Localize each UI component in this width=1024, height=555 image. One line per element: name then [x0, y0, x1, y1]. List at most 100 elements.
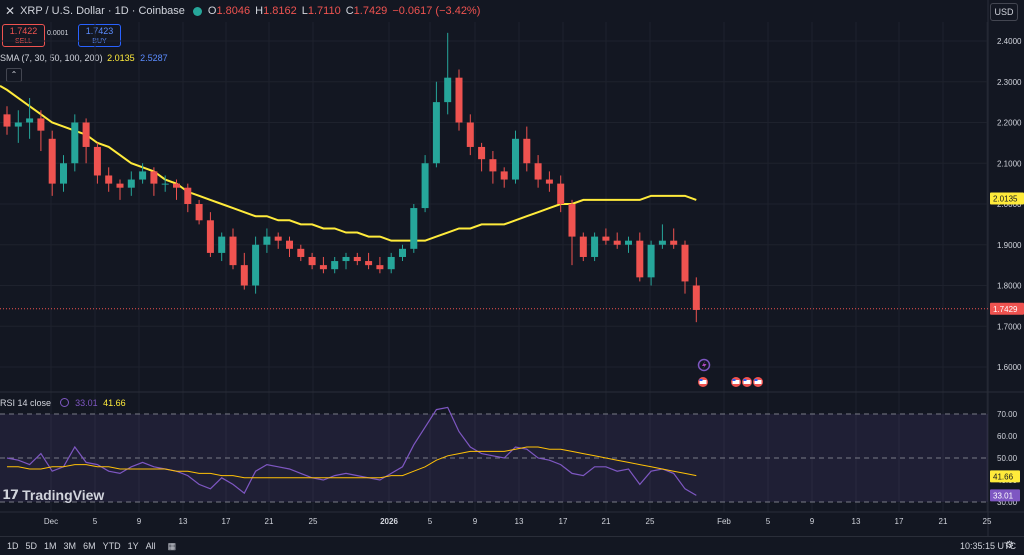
rsi-ma-line[interactable]	[7, 446, 697, 479]
candle-body	[692, 285, 700, 310]
candle[interactable]	[14, 110, 22, 143]
candle[interactable]	[195, 199, 203, 225]
candle[interactable]	[602, 228, 610, 245]
candle[interactable]	[229, 228, 237, 270]
candle-body	[60, 163, 67, 184]
candle[interactable]	[37, 110, 45, 152]
candle[interactable]	[681, 240, 689, 294]
range-button-3m[interactable]: 3M	[63, 541, 77, 551]
candle[interactable]	[636, 232, 644, 282]
calendar-range-icon[interactable]: ▦	[167, 540, 177, 551]
rsi-settings-icon[interactable]	[59, 398, 69, 407]
close-icon[interactable]: ✕	[5, 4, 16, 18]
candle[interactable]	[478, 142, 486, 172]
candle[interactable]	[545, 171, 553, 192]
candle[interactable]	[399, 244, 406, 262]
candle[interactable]	[568, 199, 576, 266]
candle[interactable]	[591, 232, 599, 262]
range-button-ytd[interactable]: YTD	[102, 541, 121, 551]
candle[interactable]	[387, 252, 395, 274]
candle[interactable]	[127, 171, 135, 196]
us-flag-event-icon[interactable]	[752, 376, 764, 388]
candle[interactable]	[365, 252, 373, 270]
sma-line[interactable]	[0, 84, 697, 242]
candle[interactable]	[534, 155, 542, 188]
candle[interactable]	[342, 252, 350, 270]
candle[interactable]	[579, 232, 587, 262]
candle[interactable]	[150, 167, 158, 196]
candle-body	[625, 240, 632, 245]
candle[interactable]	[184, 183, 192, 213]
rsi-line[interactable]	[6, 406, 697, 496]
candle[interactable]	[523, 126, 531, 172]
candle[interactable]	[3, 106, 11, 135]
candle[interactable]	[658, 224, 666, 249]
candle[interactable]	[252, 236, 260, 294]
candle[interactable]	[308, 252, 316, 270]
candle-body	[613, 240, 621, 245]
candle[interactable]	[48, 130, 56, 196]
candle[interactable]	[26, 98, 34, 139]
candle[interactable]	[274, 232, 282, 249]
symbol-title[interactable]: XRP / U.S. Dollar · 1D · Coinbase	[20, 5, 185, 17]
candle[interactable]	[206, 212, 214, 257]
us-flag-event-icon[interactable]	[730, 376, 742, 388]
candle[interactable]	[240, 252, 248, 290]
candle[interactable]	[466, 114, 474, 156]
candle-body	[173, 183, 180, 188]
us-flag-event-icon[interactable]	[697, 376, 709, 388]
candle[interactable]	[105, 167, 113, 192]
candle[interactable]	[489, 151, 497, 184]
candle[interactable]	[421, 155, 429, 213]
candle[interactable]	[139, 163, 147, 184]
candle[interactable]	[410, 204, 418, 253]
candle[interactable]	[353, 252, 361, 266]
candle[interactable]	[647, 240, 655, 286]
clock-time[interactable]: 10:35:15 UTC	[960, 541, 1017, 551]
candle[interactable]	[286, 236, 293, 257]
candle[interactable]	[692, 277, 700, 323]
range-button-5d[interactable]: 5D	[25, 541, 38, 551]
currency-button[interactable]: USD	[990, 3, 1018, 21]
candle[interactable]	[161, 175, 169, 192]
candle[interactable]	[455, 69, 463, 131]
candle[interactable]	[319, 256, 327, 274]
candle[interactable]	[500, 167, 508, 188]
time-tick: 17	[559, 517, 568, 526]
gear-icon[interactable]: ⚙	[1005, 540, 1014, 551]
range-button-6m[interactable]: 6M	[83, 541, 96, 551]
candle[interactable]	[331, 256, 339, 274]
market-status-icon	[192, 6, 202, 16]
candle[interactable]	[432, 81, 440, 168]
tradingview-logo[interactable]: 𝟭𝟳 TradingView	[2, 487, 105, 503]
candle[interactable]	[297, 244, 305, 262]
candle[interactable]	[173, 179, 180, 200]
candle[interactable]	[116, 179, 124, 200]
time-tick: 25	[983, 517, 992, 526]
candle[interactable]	[625, 236, 632, 253]
candle[interactable]	[376, 256, 384, 274]
candle[interactable]	[71, 114, 79, 172]
candle[interactable]	[82, 118, 90, 164]
candle[interactable]	[444, 32, 452, 115]
candle[interactable]	[93, 142, 101, 184]
candle-body	[512, 138, 519, 180]
rsi-legend[interactable]: RSI 14 close 33.01 41.66	[0, 398, 126, 408]
candle[interactable]	[670, 228, 678, 249]
range-button-all[interactable]: All	[145, 541, 156, 551]
range-button-1d[interactable]: 1D	[7, 541, 19, 551]
candle[interactable]	[613, 232, 621, 249]
candle[interactable]	[60, 155, 67, 192]
candle[interactable]	[512, 130, 519, 184]
us-flag-event-icon[interactable]	[741, 376, 753, 388]
range-button-1m[interactable]: 1M	[44, 541, 57, 551]
time-tick: 13	[852, 517, 861, 526]
candle-body	[116, 183, 124, 188]
lightning-event-icon[interactable]	[697, 358, 711, 372]
candle[interactable]	[557, 175, 565, 213]
candle[interactable]	[263, 228, 271, 253]
candle[interactable]	[218, 232, 226, 262]
range-button-1y[interactable]: 1Y	[127, 541, 139, 551]
time-tick: 5	[766, 517, 771, 526]
